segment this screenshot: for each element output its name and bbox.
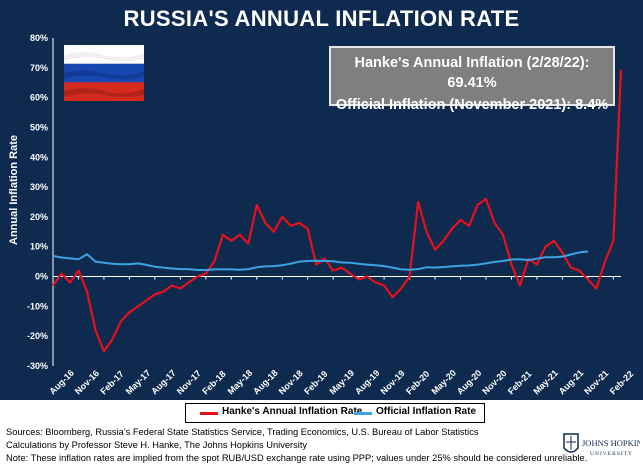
y-tick-label: 60%: [30, 93, 48, 103]
axes-group: [52, 38, 621, 366]
footer-sources: Sources: Bloomberg, Russia's Federal Sta…: [6, 427, 479, 437]
x-tick-label: May-20: [429, 368, 458, 397]
x-tick-label: May-19: [328, 368, 357, 397]
legend-swatch-hanke: [200, 412, 218, 415]
x-tick-label: Aug-19: [353, 368, 382, 397]
x-tick-label: Aug-20: [455, 368, 484, 397]
chart-title: RUSSIA'S ANNUAL INFLATION RATE: [0, 0, 643, 38]
x-tick-label: Feb-18: [200, 369, 228, 397]
annotation-box: Hanke's Annual Inflation (2/28/22): 69.4…: [329, 46, 615, 113]
annotation-hanke: Hanke's Annual Inflation (2/28/22): 69.4…: [354, 55, 590, 91]
x-tick-label: Feb-22: [608, 369, 636, 397]
x-tick-label: Feb-19: [302, 369, 330, 397]
x-tick-label: Nov-21: [582, 368, 610, 396]
logo-name: JOHNS HOPKINS: [582, 438, 640, 448]
x-tick-label: Nov-18: [277, 368, 305, 396]
y-tick-label: 30%: [30, 182, 48, 192]
logo-sub: UNIVERSITY: [590, 451, 633, 457]
x-tick-label: Nov-17: [175, 368, 203, 396]
y-tick-label: 40%: [30, 152, 48, 162]
x-tick-label: Nov-19: [378, 368, 406, 396]
x-tick-label: Aug-21: [557, 368, 586, 397]
series-group: [52, 69, 623, 353]
x-tick-labels: Aug-16Nov-16Feb-17May-17Aug-17Nov-17Feb-…: [47, 276, 636, 397]
y-tick-label: 80%: [30, 33, 48, 43]
y-tick-label: -30%: [27, 361, 48, 371]
series-line-official: [52, 250, 589, 271]
y-tick-label: 10%: [30, 242, 48, 252]
x-tick-label: Aug-17: [149, 368, 178, 397]
y-tick-label: 70%: [30, 63, 48, 73]
y-tick-labels: -30% -20% -10% 0% 10% 20% 30% 40% 50% 60% 70% 80%: [27, 33, 48, 371]
x-tick-label: Aug-18: [251, 368, 280, 397]
x-tick-label: Nov-16: [73, 368, 101, 396]
x-tick-label: Feb-17: [98, 369, 126, 397]
annotation-official: Official Inflation (November 2021): 8.4%: [335, 97, 609, 113]
x-tick-label: Nov-20: [480, 368, 508, 396]
legend-label-hanke: Hanke's Annual Inflation Rate: [222, 406, 363, 417]
legend: Hanke's Annual Inflation Rate Official I…: [185, 403, 485, 423]
legend-swatch-official: [354, 412, 372, 415]
x-tick-label: Feb-20: [404, 369, 432, 397]
x-tick-label: Aug-16: [47, 368, 76, 397]
x-tick-label: May-18: [226, 368, 255, 397]
x-tick-label: Feb-21: [506, 369, 534, 397]
johns-hopkins-logo: JOHNS HOPKINS UNIVERSITY: [563, 433, 640, 457]
footer-calculations: Calculations by Professor Steve H. Hanke…: [6, 440, 308, 450]
legend-label-official: Official Inflation Rate: [376, 406, 477, 417]
y-tick-label: -20%: [27, 331, 48, 341]
series-line-hanke: [52, 69, 623, 353]
y-axis-label: Annual Inflation Rate: [8, 135, 20, 245]
x-tick-label: May-21: [531, 368, 560, 397]
russia-flag-icon: [64, 45, 144, 101]
y-tick-label: 50%: [30, 122, 48, 132]
y-tick-label: -10%: [27, 301, 48, 311]
x-tick-label: May-17: [124, 368, 153, 397]
y-tick-label: 20%: [30, 212, 48, 222]
y-tick-label: 0%: [35, 272, 48, 282]
footer-note: Note: These inflation rates are implied …: [6, 453, 588, 463]
